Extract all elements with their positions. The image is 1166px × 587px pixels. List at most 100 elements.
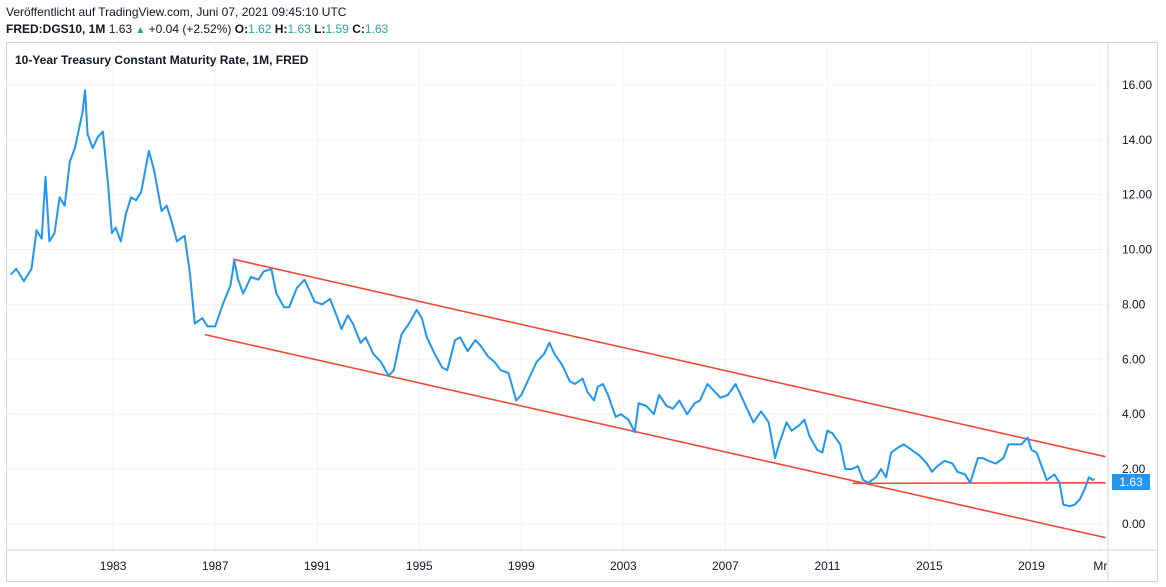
data-point: [1020, 443, 1023, 446]
data-point: [441, 366, 444, 369]
x-tick-label: 1987: [202, 559, 229, 573]
data-point: [69, 161, 71, 163]
data-point: [956, 471, 959, 473]
data-point: [936, 465, 938, 468]
data-point: [313, 300, 316, 303]
x-tick-label: 2003: [610, 559, 637, 573]
data-point: [767, 421, 770, 424]
data-point: [340, 328, 343, 330]
data-point: [839, 443, 841, 446]
published-note: Veröffentlicht auf TradingView.com, Juni…: [6, 5, 347, 19]
y-tick-label: 0.00: [1122, 517, 1146, 531]
high-label: H:: [274, 22, 288, 36]
x-tick-label: 2007: [712, 559, 739, 573]
data-point: [637, 402, 640, 405]
data-point: [553, 353, 556, 355]
data-point: [1074, 503, 1076, 506]
data-point: [808, 435, 811, 437]
data-point: [602, 383, 604, 385]
data-point: [977, 457, 979, 459]
chart-header: Veröffentlicht auf TradingView.com, Juni…: [0, 0, 1166, 40]
data-point: [408, 322, 410, 325]
high-value: 1.63: [287, 22, 311, 36]
data-point: [183, 235, 186, 237]
data-point: [387, 375, 390, 377]
x-tick-label: 1999: [508, 559, 535, 573]
data-point: [329, 298, 331, 300]
x-tick-label: 1983: [100, 559, 127, 573]
data-point: [1035, 451, 1038, 454]
data-point: [931, 471, 933, 473]
y-tick-label: 4.00: [1122, 407, 1146, 421]
x-tick-label: 2015: [916, 559, 943, 573]
data-point: [421, 317, 423, 319]
data-point: [160, 210, 163, 212]
open-label: O:: [234, 22, 249, 36]
data-point: [1088, 476, 1090, 479]
data-point: [237, 278, 239, 281]
data-point: [926, 462, 928, 465]
data-point: [135, 199, 137, 201]
data-point: [233, 259, 236, 262]
y-tick-label: 14.00: [1122, 133, 1152, 147]
data-point: [48, 240, 51, 243]
data-point: [528, 377, 530, 380]
data-point: [176, 240, 178, 243]
data-point: [120, 240, 122, 243]
data-point: [372, 353, 375, 355]
data-point: [1030, 449, 1033, 451]
data-point: [995, 462, 997, 465]
data-point: [262, 270, 265, 273]
data-point: [969, 482, 971, 484]
data-point: [727, 394, 729, 396]
chart-canvas[interactable]: 1983 1987 1991 1995 1999 2003 2007 2011 2015 2019…: [6, 42, 1158, 582]
data-point: [620, 413, 622, 416]
data-point: [569, 380, 571, 383]
data-point: [880, 468, 882, 470]
data-point: [270, 268, 273, 270]
data-point: [586, 391, 589, 394]
data-point: [148, 150, 150, 152]
data-point: [454, 339, 456, 341]
data-point: [734, 383, 737, 385]
data-point: [903, 443, 905, 446]
data-point: [500, 369, 502, 372]
data-point: [23, 280, 25, 282]
data-point: [1053, 473, 1056, 476]
data-point: [165, 204, 168, 207]
data-point: [229, 284, 232, 286]
data-point: [686, 413, 688, 416]
data-point: [1079, 498, 1081, 501]
data-point: [84, 89, 86, 92]
data-point: [875, 476, 877, 479]
data-point: [597, 385, 599, 388]
data-point: [826, 429, 829, 432]
data-point: [107, 182, 109, 185]
data-point: [943, 460, 946, 462]
data-point: [885, 476, 887, 479]
data-point: [699, 399, 701, 402]
data-point: [44, 176, 47, 178]
data-point: [774, 457, 776, 459]
data-point: [474, 339, 477, 341]
x-tick-label: 2011: [814, 559, 840, 573]
change-value: +0.04 (+2.52%): [148, 22, 232, 36]
data-point: [86, 133, 89, 136]
data-point: [520, 394, 523, 396]
data-point: [672, 407, 674, 410]
x-tick-label: 2019: [1018, 559, 1045, 573]
data-point: [964, 473, 966, 476]
chart-frame: [6, 42, 1158, 582]
data-point: [543, 353, 545, 355]
data-point: [347, 314, 349, 317]
data-point: [739, 394, 742, 396]
data-point: [790, 429, 793, 432]
data-point: [97, 136, 99, 138]
data-point: [206, 325, 209, 328]
data-point: [574, 383, 576, 385]
data-point: [487, 355, 489, 358]
y-tick-label: 12.00: [1122, 188, 1152, 202]
data-point: [898, 446, 900, 448]
y-tick-label: 16.00: [1122, 78, 1152, 92]
data-point: [862, 479, 864, 481]
